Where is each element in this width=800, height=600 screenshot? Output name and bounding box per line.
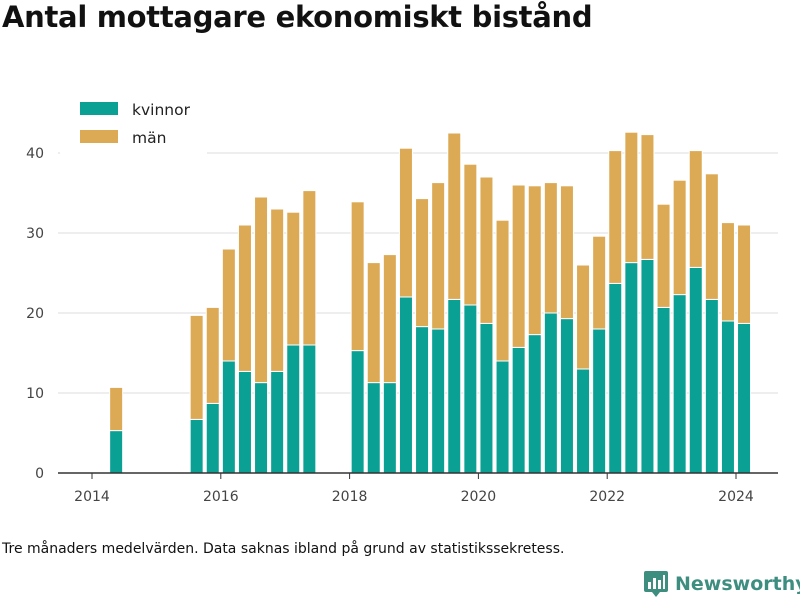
chart-title: Antal mottagare ekonomiskt bistånd [2, 0, 593, 34]
bar-kvinnor [350, 350, 365, 474]
x-tick-label: 2024 [718, 489, 754, 505]
bar-man [382, 254, 397, 384]
legend-swatch-man [80, 130, 118, 143]
bar-man [254, 196, 269, 384]
bar-kvinnor [254, 382, 269, 474]
bar-kvinnor [720, 320, 735, 474]
x-tick-label: 2016 [203, 489, 239, 505]
bar-kvinnor [576, 368, 591, 474]
legend-label-kvinnor: kvinnor [132, 101, 191, 119]
newsworthy-logo[interactable]: Newsworthy [643, 568, 800, 600]
bar-man [511, 184, 526, 348]
bar-kvinnor [398, 296, 413, 474]
bar-kvinnor [189, 418, 204, 474]
bar-kvinnor [495, 360, 510, 474]
bar-kvinnor [205, 402, 220, 474]
bar-kvinnor [543, 312, 558, 474]
bar-man [640, 134, 655, 260]
bar-man [559, 185, 574, 320]
y-tick-label: 10 [26, 386, 44, 402]
brand-name: Newsworthy [675, 573, 800, 595]
bar-man [656, 203, 671, 308]
bar-kvinnor [624, 262, 639, 474]
bar-man [237, 224, 252, 372]
bar-kvinnor [559, 318, 574, 474]
bar-kvinnor [270, 370, 285, 474]
bar-kvinnor [302, 344, 317, 474]
bar-kvinnor [237, 370, 252, 474]
x-tick-label: 2018 [332, 489, 368, 505]
bar-chart-logo-icon [644, 571, 668, 597]
bar-kvinnor [109, 430, 124, 474]
bar-man [109, 386, 124, 432]
bar-kvinnor [221, 360, 236, 474]
bar-man [704, 173, 719, 300]
bar-man [415, 198, 430, 328]
footnote: Tre månaders medelvärden. Data saknas ib… [2, 541, 565, 557]
y-tick-label: 30 [26, 226, 44, 242]
bar-man [286, 211, 301, 346]
bar-man [350, 201, 365, 352]
bar-man [221, 248, 236, 362]
bar-kvinnor [640, 258, 655, 474]
bar-man [624, 131, 639, 264]
bars [109, 131, 752, 474]
legend-swatch-kvinnor [80, 102, 118, 115]
x-tick-label: 2014 [74, 489, 110, 505]
bar-man [270, 208, 285, 372]
bar-man [479, 176, 494, 324]
bar-man [205, 306, 220, 404]
bar-man [527, 185, 542, 336]
bar-man [576, 264, 591, 370]
bar-man [366, 262, 381, 384]
bar-man [398, 147, 413, 298]
bar-kvinnor [688, 266, 703, 474]
bar-kvinnor [511, 346, 526, 474]
bar-man [543, 182, 558, 314]
legend: kvinnor män [60, 95, 207, 157]
bar-man [720, 222, 735, 322]
bar-man [189, 314, 204, 420]
bar-kvinnor [447, 298, 462, 474]
x-tick-labels: 2014 2016 2018 2020 2022 2024 [74, 489, 754, 505]
bar-man [592, 235, 607, 330]
bar-kvinnor [704, 298, 719, 474]
bar-man [463, 163, 478, 306]
bar-kvinnor [382, 382, 397, 474]
bar-kvinnor [737, 322, 752, 474]
bar-man [495, 219, 510, 362]
bar-man [608, 150, 623, 284]
bar-kvinnor [415, 326, 430, 474]
bar-man [737, 224, 752, 324]
x-tick-label: 2022 [589, 489, 625, 505]
stacked-bar-chart: 0 10 20 30 40 2014 2016 2018 2020 2022 2024 kvinn… [26, 95, 778, 505]
bar-kvinnor [592, 328, 607, 474]
bar-kvinnor [431, 328, 446, 474]
legend-label-man: män [132, 129, 166, 147]
y-tick-label: 0 [35, 466, 44, 482]
y-tick-label: 20 [26, 306, 44, 322]
bar-kvinnor [479, 322, 494, 474]
bar-man [672, 179, 687, 296]
x-axis [58, 472, 778, 479]
bar-kvinnor [672, 294, 687, 474]
bar-kvinnor [366, 382, 381, 474]
bar-kvinnor [286, 344, 301, 474]
bar-man [688, 150, 703, 268]
bar-kvinnor [527, 334, 542, 474]
bar-kvinnor [463, 304, 478, 474]
bar-kvinnor [608, 282, 623, 474]
y-tick-label: 40 [26, 146, 44, 162]
bar-man [447, 132, 462, 300]
bar-kvinnor [656, 306, 671, 474]
bar-man [431, 182, 446, 330]
bar-man [302, 190, 317, 346]
y-tick-labels: 0 10 20 30 40 [26, 146, 44, 482]
x-tick-label: 2020 [461, 489, 497, 505]
